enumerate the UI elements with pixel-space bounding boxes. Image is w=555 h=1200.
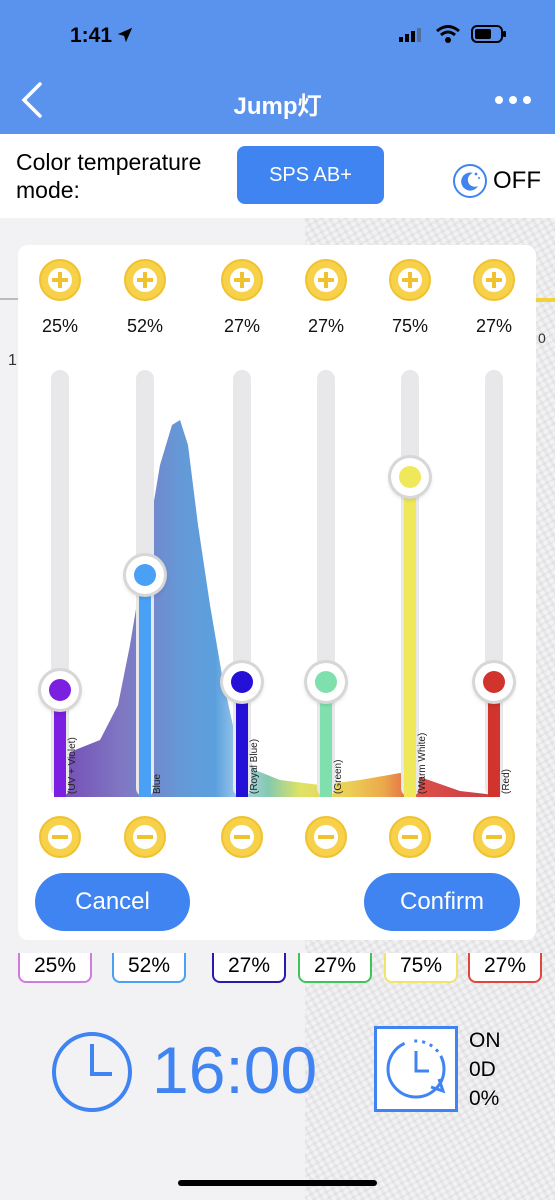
slider-knob-warm[interactable] <box>391 457 429 496</box>
channel-value-box-red[interactable]: 27% <box>468 953 542 983</box>
plus-button-red[interactable] <box>473 259 515 301</box>
schedule-status: ON 0D 0% <box>469 1026 501 1113</box>
minus-icon <box>48 825 72 849</box>
spectrum-curve <box>55 420 500 797</box>
channel-percent-red: 27% <box>475 316 513 336</box>
channel-value-box-blue[interactable]: 52% <box>112 953 186 983</box>
channel-label-royal: (Royal Blue) <box>249 738 260 794</box>
status-percent: 0% <box>469 1087 500 1110</box>
mode-label: Color temperature mode: <box>16 149 202 203</box>
mode-row: Color temperature mode: SPS AB+ OFF <box>0 134 555 218</box>
minus-icon <box>133 825 157 849</box>
channel-percent-warm: 75% <box>391 316 429 336</box>
channel-value-box-green[interactable]: 27% <box>298 953 372 983</box>
status-on: ON <box>469 1029 501 1052</box>
mode-select-button[interactable]: SPS AB+ <box>237 146 384 204</box>
minus-icon <box>398 825 422 849</box>
slider-fill-blue <box>139 574 151 797</box>
plus-icon <box>398 268 422 292</box>
plus-button-royal[interactable] <box>221 259 263 301</box>
slider-knob-red[interactable] <box>475 662 513 701</box>
plus-icon <box>48 268 72 292</box>
plus-button-blue[interactable] <box>124 259 166 301</box>
channel-adjust-dialog <box>18 245 536 940</box>
minus-button-warm[interactable] <box>389 816 431 858</box>
off-toggle[interactable]: OFF <box>453 164 541 198</box>
plus-icon <box>230 268 254 292</box>
minus-button-royal[interactable] <box>221 816 263 858</box>
slider-fill-green <box>320 681 332 797</box>
minus-button-green[interactable] <box>305 816 347 858</box>
background-tick-right: 0 <box>538 330 546 346</box>
channel-label-blue: Blue <box>152 773 163 794</box>
channel-label-uv: (UV + Violet) <box>67 737 78 794</box>
minus-icon <box>314 825 338 849</box>
plus-icon <box>314 268 338 292</box>
background-line-right <box>536 298 555 302</box>
channel-percent-blue: 52% <box>126 316 164 336</box>
more-icon[interactable] <box>495 96 531 104</box>
channel-label-green: (Green) <box>333 759 344 794</box>
schedule-time[interactable]: 16:00 <box>152 1033 318 1107</box>
channel-label-red: (Red) <box>501 768 512 794</box>
wifi-icon <box>436 25 460 43</box>
minus-icon <box>482 825 506 849</box>
moon-icon <box>453 164 487 198</box>
spectrum-chart <box>55 420 500 797</box>
channel-value-box-royal[interactable]: 27% <box>212 953 286 983</box>
off-label: OFF <box>493 167 541 194</box>
top-bar: 1:41 Jump灯 <box>0 0 555 134</box>
back-icon[interactable] <box>18 80 48 120</box>
slider-fill-uv <box>54 690 66 797</box>
status-time: 1:41 <box>70 24 134 48</box>
page-title: Jump灯 <box>233 93 322 120</box>
minus-button-blue[interactable] <box>124 816 166 858</box>
background-tick-left: 1 <box>8 352 17 369</box>
channel-percent-uv: 25% <box>41 316 79 336</box>
minus-button-red[interactable] <box>473 816 515 858</box>
channel-percent-green: 27% <box>307 316 345 336</box>
clock-icon[interactable] <box>50 1030 134 1114</box>
plus-icon <box>133 268 157 292</box>
status-icons <box>399 24 507 44</box>
plus-button-green[interactable] <box>305 259 347 301</box>
minus-icon <box>230 825 254 849</box>
signal-icon <box>399 28 421 42</box>
channel-value-box-warm[interactable]: 75% <box>384 953 458 983</box>
channel-value-box-uv[interactable]: 25% <box>18 953 92 983</box>
plus-button-warm[interactable] <box>389 259 431 301</box>
slider-knob-royal[interactable] <box>223 662 261 701</box>
cancel-button[interactable]: Cancel <box>35 873 190 931</box>
slider-fill-red <box>488 681 500 797</box>
timer-button[interactable] <box>374 1026 458 1112</box>
slider-knob-blue[interactable] <box>126 555 164 594</box>
home-indicator <box>178 1180 377 1186</box>
slider-knob-green[interactable] <box>307 662 345 701</box>
slider-fill-royal <box>236 681 248 797</box>
status-days: 0D <box>469 1058 496 1081</box>
confirm-button[interactable]: Confirm <box>364 873 520 931</box>
slider-fill-warm <box>404 476 416 797</box>
plus-icon <box>482 268 506 292</box>
plus-button-uv[interactable] <box>39 259 81 301</box>
channel-label-warm: (Warm White) <box>417 732 428 794</box>
channel-percent-royal: 27% <box>223 316 261 336</box>
timer-icon <box>386 1039 446 1099</box>
battery-icon <box>471 25 506 43</box>
slider-knob-uv[interactable] <box>41 671 79 710</box>
location-arrow-icon <box>117 27 133 43</box>
minus-button-uv[interactable] <box>39 816 81 858</box>
background-line <box>0 298 18 300</box>
